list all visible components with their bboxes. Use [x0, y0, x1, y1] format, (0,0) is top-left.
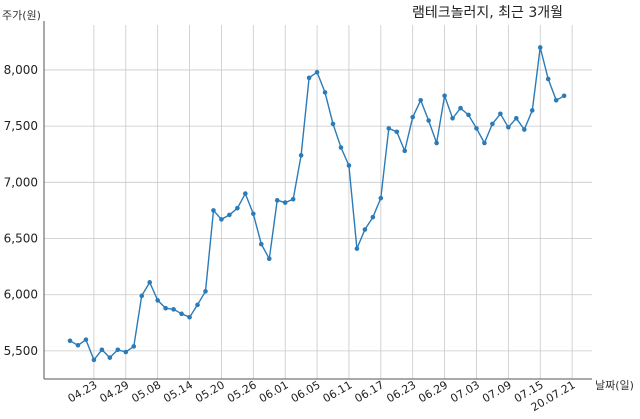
data-point: [529, 108, 535, 113]
data-point: [322, 90, 328, 95]
y-tick-label: 8,000: [4, 63, 38, 77]
data-point: [521, 127, 527, 132]
data-point: [251, 211, 256, 217]
data-point: [243, 191, 248, 196]
data-point: [537, 45, 543, 50]
data-point: [99, 347, 105, 353]
data-point: [211, 208, 216, 213]
x-tick-label: 04.29: [98, 378, 132, 405]
x-tick-label: 06.05: [289, 378, 323, 405]
data-point: [83, 337, 89, 342]
data-point: [498, 111, 503, 117]
series-price: [67, 45, 567, 363]
x-tick-label: 07.03: [448, 378, 482, 405]
data-point: [274, 198, 280, 203]
data-point: [410, 114, 416, 120]
data-point: [75, 342, 81, 348]
data-point: [394, 129, 400, 135]
x-tick-label: 07.09: [480, 378, 514, 405]
data-point: [354, 246, 360, 251]
x-tick-label: 06.01: [257, 378, 291, 405]
data-point: [179, 311, 184, 317]
data-point: [155, 298, 160, 303]
x-axis-label: 날짜(일): [595, 378, 634, 392]
data-point: [123, 349, 129, 355]
x-tick-label: 06.11: [321, 378, 355, 405]
data-point: [258, 241, 264, 247]
data-point: [235, 205, 240, 211]
x-tick-label: 04.23: [66, 378, 100, 405]
data-point: [458, 105, 463, 111]
x-tick-label: 05.14: [161, 378, 195, 405]
y-tick-label: 6,000: [4, 288, 38, 302]
x-tick-label: 06.29: [416, 378, 450, 405]
y-tick-label: 6,500: [4, 232, 38, 246]
data-point: [187, 314, 192, 320]
data-point: [418, 97, 423, 103]
data-point: [171, 307, 176, 312]
data-point: [506, 124, 511, 130]
data-point: [107, 355, 113, 360]
data-point: [442, 93, 447, 99]
data-point: [370, 214, 376, 220]
data-point: [298, 153, 304, 158]
data-point: [195, 302, 200, 308]
data-point: [378, 195, 384, 201]
data-point: [338, 145, 344, 150]
y-tick-label: 5,500: [4, 344, 38, 358]
data-point: [203, 289, 208, 294]
data-point: [561, 93, 567, 99]
chart-title: 램테크놀러지, 최근 3개월: [412, 5, 563, 21]
data-point: [545, 76, 551, 82]
x-tick-label: 05.26: [225, 378, 259, 405]
data-point: [474, 126, 479, 131]
data-point: [553, 97, 559, 103]
data-point: [426, 118, 431, 123]
data-point: [434, 140, 439, 146]
data-point: [67, 338, 73, 344]
data-point: [227, 212, 232, 218]
data-point: [306, 75, 312, 81]
y-tick-labels: 5,500 6,000 6,500 7,000 7,500 8,000: [4, 63, 38, 358]
data-point: [450, 115, 455, 121]
data-point: [115, 347, 121, 353]
y-tick-label: 7,000: [4, 175, 38, 189]
data-point: [163, 305, 168, 311]
data-point: [482, 140, 487, 146]
data-point: [219, 217, 224, 222]
data-point: [314, 69, 320, 75]
data-point: [290, 196, 296, 202]
data-point: [490, 121, 495, 127]
data-point: [131, 344, 137, 349]
x-tick-label: 05.08: [129, 378, 163, 405]
data-point: [330, 121, 336, 127]
data-point: [402, 148, 408, 154]
data-point: [266, 256, 272, 262]
data-point: [466, 112, 471, 118]
x-tick-label: 05.20: [193, 378, 227, 405]
data-point: [514, 115, 519, 121]
data-point: [91, 357, 97, 363]
y-tick-label: 7,500: [4, 119, 38, 133]
y-axis-label: 주가(원): [2, 9, 41, 22]
x-tick-label: 06.17: [353, 378, 387, 405]
data-point: [386, 126, 392, 131]
data-point: [346, 163, 352, 168]
data-point: [147, 280, 152, 285]
axes: [43, 21, 592, 380]
grid-lines: [44, 25, 592, 379]
data-point: [282, 200, 288, 205]
x-tick-label: 06.23: [384, 378, 418, 405]
x-tick-labels: 04.2304.2905.0805.1405.2005.2606.0106.05…: [66, 378, 578, 414]
data-point: [362, 227, 368, 232]
data-point: [139, 293, 145, 299]
